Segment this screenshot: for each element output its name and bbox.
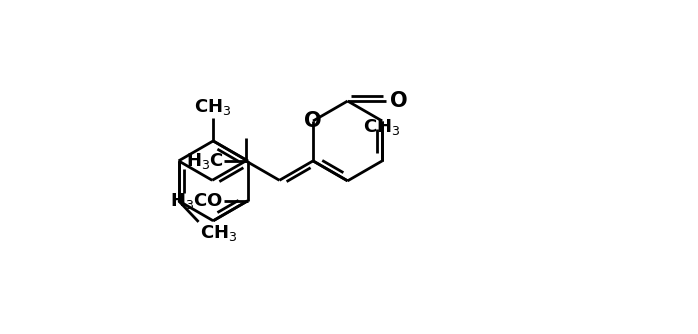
Text: O: O	[389, 91, 408, 111]
Text: O: O	[304, 111, 322, 131]
Text: H$_3$CO: H$_3$CO	[170, 191, 223, 211]
Text: CH$_3$: CH$_3$	[200, 223, 237, 243]
Text: CH$_3$: CH$_3$	[195, 97, 232, 117]
Text: H$_3$C: H$_3$C	[186, 151, 223, 171]
Text: CH$_3$: CH$_3$	[364, 117, 401, 137]
